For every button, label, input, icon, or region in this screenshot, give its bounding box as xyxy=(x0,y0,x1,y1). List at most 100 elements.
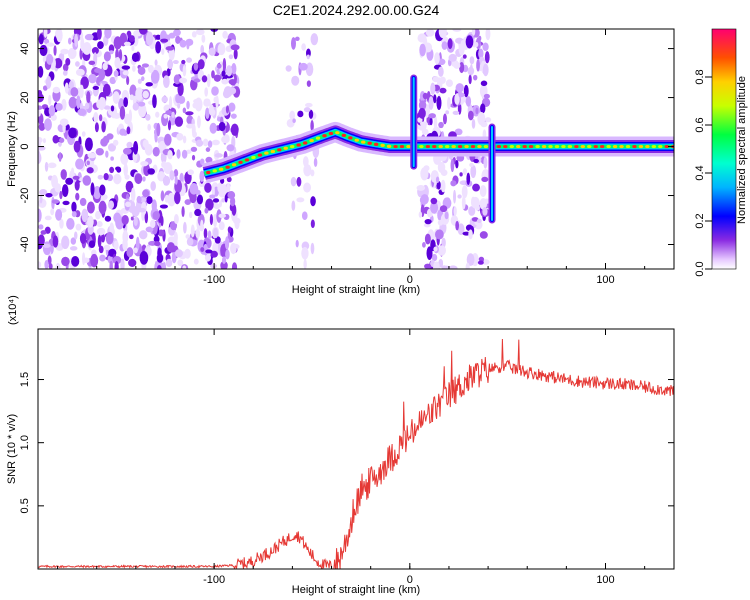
ridge-peak xyxy=(509,144,514,149)
speckle-dot xyxy=(125,180,134,193)
speckle-dot xyxy=(223,134,230,143)
speckle-dot xyxy=(469,162,474,168)
colorbar-gradient xyxy=(711,28,737,270)
speckle-dot xyxy=(202,138,209,147)
ridge-peak xyxy=(658,144,663,149)
speckle-dot xyxy=(75,68,85,77)
speckle-dot xyxy=(303,107,311,113)
speckle-dot xyxy=(211,70,215,79)
speckle-dot xyxy=(466,172,471,185)
speckle-dot xyxy=(102,62,108,71)
speckle-dot xyxy=(186,123,195,129)
snr-ytick-label: 1.0 xyxy=(19,435,31,450)
speckle-dot xyxy=(133,216,138,227)
speckle-dot xyxy=(418,100,427,111)
speckle-dot xyxy=(226,65,233,77)
speckle-dot xyxy=(155,111,160,118)
speckle-dot xyxy=(108,200,115,210)
speckle-dot xyxy=(194,208,202,217)
speckle-dot xyxy=(112,91,120,104)
speckle-dot xyxy=(207,140,213,148)
speckle-dot xyxy=(440,179,446,193)
speckle-dot xyxy=(90,253,99,268)
speckle-dot xyxy=(126,126,131,135)
speckle-dot xyxy=(150,181,156,191)
speckle-dot xyxy=(225,249,230,260)
speckle-dot xyxy=(65,177,74,185)
speckle-dot xyxy=(188,211,193,219)
speckle-dot xyxy=(442,113,447,125)
speckle-dot xyxy=(200,247,205,252)
speckle-dot xyxy=(156,253,164,263)
speckle-dot xyxy=(155,41,162,54)
colorbar-tick-label: 0.4 xyxy=(694,165,706,180)
speckle-dot xyxy=(138,103,147,118)
ridge-peak xyxy=(554,144,560,149)
speckle-dot xyxy=(301,211,308,221)
speckle-dot xyxy=(453,62,461,69)
ridge-peak xyxy=(548,144,553,149)
speckle-dot xyxy=(93,185,102,200)
speckle-dot xyxy=(38,208,42,223)
speckle-dot xyxy=(303,164,312,177)
speckle-dot xyxy=(113,70,119,78)
speckle-dot xyxy=(44,118,52,131)
speckle-dot xyxy=(139,230,148,240)
ridge-peak xyxy=(541,144,547,149)
speckle-dot xyxy=(174,191,181,205)
speckle-dot xyxy=(467,110,474,121)
speckle-dot xyxy=(438,29,447,39)
speckle-dot xyxy=(44,215,52,221)
speckle-dot xyxy=(40,230,47,235)
speckle-dot xyxy=(58,151,62,162)
speckle-dot xyxy=(84,137,93,152)
speckle-dot xyxy=(216,63,222,69)
speckle-dot xyxy=(90,182,95,196)
colorbar: 0.0 0.2 0.4 0.6 0.8 Normalized spectral ampl… xyxy=(694,28,748,277)
ridge-peak xyxy=(251,155,256,160)
speckle-dot xyxy=(114,260,119,269)
speckle-dot xyxy=(291,75,300,86)
speckle-dot xyxy=(310,120,314,132)
speckle-dot xyxy=(155,34,162,40)
speckle-dot xyxy=(103,244,111,251)
speckle-dot xyxy=(457,194,462,199)
speckle-dot xyxy=(177,259,184,267)
ridge-peak xyxy=(277,148,282,152)
speckle-dot xyxy=(453,206,457,217)
speckle-dot xyxy=(142,176,146,182)
speckle-dot xyxy=(160,190,165,202)
snr-ylabel: SNR (10 * v/v) xyxy=(6,414,18,484)
speckle-dot xyxy=(204,253,212,262)
speckle-dot xyxy=(468,74,472,85)
speckle-dot xyxy=(445,110,450,115)
ridge-peak xyxy=(599,144,605,149)
speckle-dot xyxy=(139,250,149,265)
speckle-dot xyxy=(172,60,179,65)
speckle-dot xyxy=(479,198,488,210)
speckle-dot xyxy=(289,110,296,120)
speckle-dot xyxy=(145,226,154,233)
speckle-dot xyxy=(480,103,486,114)
speckle-dot xyxy=(227,226,232,233)
speckle-dot xyxy=(173,214,179,225)
speckle-dot xyxy=(471,118,476,129)
speckle-dot xyxy=(87,152,97,159)
snr-ticks: -100 0 100 0.5 1.0 1.5 xyxy=(19,329,674,586)
speckle-dot xyxy=(82,41,92,55)
ridge-peak xyxy=(632,144,637,149)
speckle-dot xyxy=(147,168,155,175)
speckle-dot xyxy=(189,183,199,195)
speckle-dot xyxy=(228,79,237,85)
spectrogram-ytick-label: 0 xyxy=(19,143,31,149)
speckle-dot xyxy=(67,37,72,45)
snr-ytick-label: 1.5 xyxy=(19,372,31,387)
speckle-dot xyxy=(450,180,457,187)
speckle-dot xyxy=(234,219,240,230)
speckle-dot xyxy=(213,96,218,103)
speckle-dot xyxy=(299,62,308,71)
speckle-dot xyxy=(74,33,79,47)
speckle-dot xyxy=(122,230,129,244)
speckle-dot xyxy=(142,189,150,198)
speckle-dot xyxy=(195,29,205,36)
